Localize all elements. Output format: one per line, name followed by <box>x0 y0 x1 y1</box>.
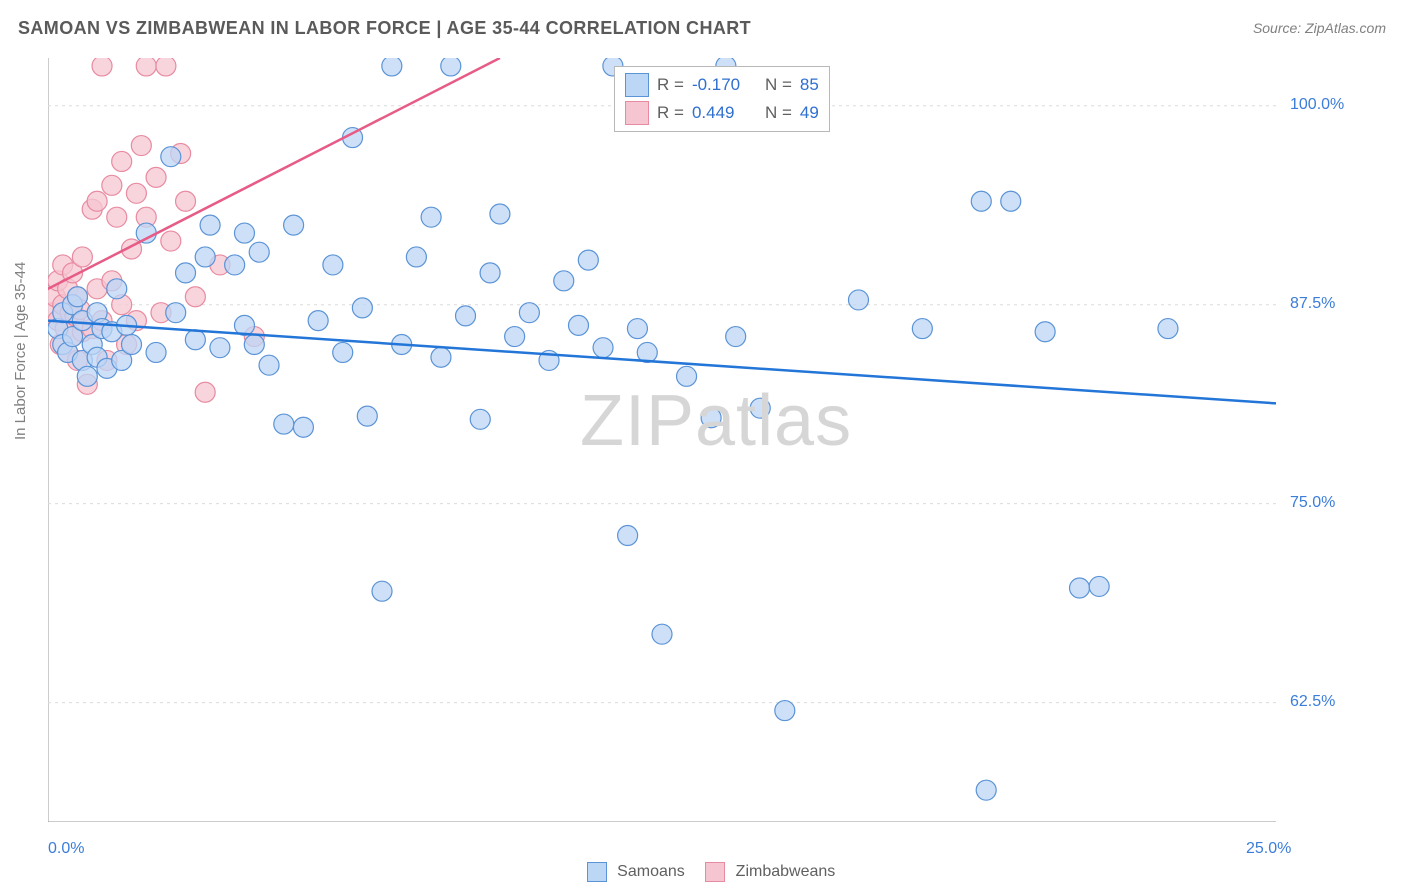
zimbabweans-swatch <box>705 862 725 882</box>
y-tick-label: 100.0% <box>1290 96 1344 114</box>
zimbabweans-swatch-icon <box>625 101 649 125</box>
x-tick-label: 0.0% <box>48 840 84 858</box>
series-legend: Samoans Zimbabweans <box>0 862 1406 882</box>
y-axis-label: In Labor Force | Age 35-44 <box>12 262 29 440</box>
chart-title: SAMOAN VS ZIMBABWEAN IN LABOR FORCE | AG… <box>18 18 1388 39</box>
correlation-legend: R =-0.170N =85R =0.449N =49 <box>614 66 830 132</box>
legend-row-zimbabweans: R =0.449N =49 <box>625 99 819 127</box>
x-tick-label: 25.0% <box>1246 840 1291 858</box>
samoans-swatch-icon <box>625 73 649 97</box>
scatter-chart <box>48 58 1276 822</box>
y-tick-label: 62.5% <box>1290 693 1335 711</box>
samoans-label: Samoans <box>617 863 685 880</box>
y-tick-label: 87.5% <box>1290 295 1335 313</box>
y-tick-label: 75.0% <box>1290 494 1335 512</box>
samoans-swatch <box>587 862 607 882</box>
chart-area <box>48 58 1276 822</box>
zimbabweans-label: Zimbabweans <box>736 863 836 880</box>
legend-row-samoans: R =-0.170N =85 <box>625 71 819 99</box>
source-label: Source: ZipAtlas.com <box>1253 20 1386 36</box>
